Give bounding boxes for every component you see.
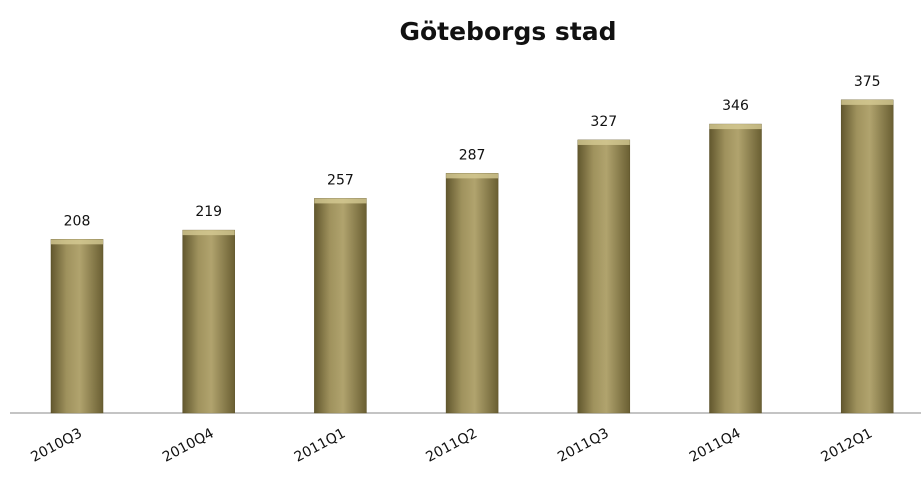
x-tick-label: 2011Q2 bbox=[423, 425, 480, 465]
x-tick-label: 2011Q4 bbox=[687, 425, 744, 465]
chart-title: Göteborgs stad bbox=[399, 17, 616, 46]
bar-cap bbox=[446, 173, 499, 179]
bar-cap bbox=[314, 198, 367, 204]
bar-cap bbox=[841, 99, 894, 105]
bar-shade bbox=[841, 99, 894, 413]
x-tick-label: 2011Q3 bbox=[555, 425, 612, 465]
bar-shade bbox=[577, 139, 630, 413]
data-label: 257 bbox=[327, 172, 354, 188]
x-tick-label: 2010Q4 bbox=[160, 425, 217, 465]
bar-cap bbox=[577, 139, 630, 145]
data-label: 208 bbox=[64, 213, 91, 229]
bar-cap bbox=[709, 124, 762, 130]
bar-shade bbox=[182, 230, 235, 413]
x-tick-label: 2010Q3 bbox=[28, 425, 85, 465]
bar-shade bbox=[314, 198, 367, 413]
bar-cap bbox=[51, 239, 103, 245]
data-label: 327 bbox=[590, 114, 617, 130]
bar-cap bbox=[182, 230, 235, 236]
data-label: 219 bbox=[195, 204, 222, 220]
bar-shade bbox=[709, 124, 762, 413]
bar-shade bbox=[446, 173, 499, 413]
x-tick-label: 2011Q1 bbox=[292, 425, 349, 465]
data-label: 346 bbox=[722, 98, 749, 114]
x-tick-label: 2012Q1 bbox=[819, 425, 876, 465]
bar-shade bbox=[51, 239, 103, 413]
data-label: 375 bbox=[854, 74, 881, 90]
data-label: 287 bbox=[459, 147, 486, 163]
